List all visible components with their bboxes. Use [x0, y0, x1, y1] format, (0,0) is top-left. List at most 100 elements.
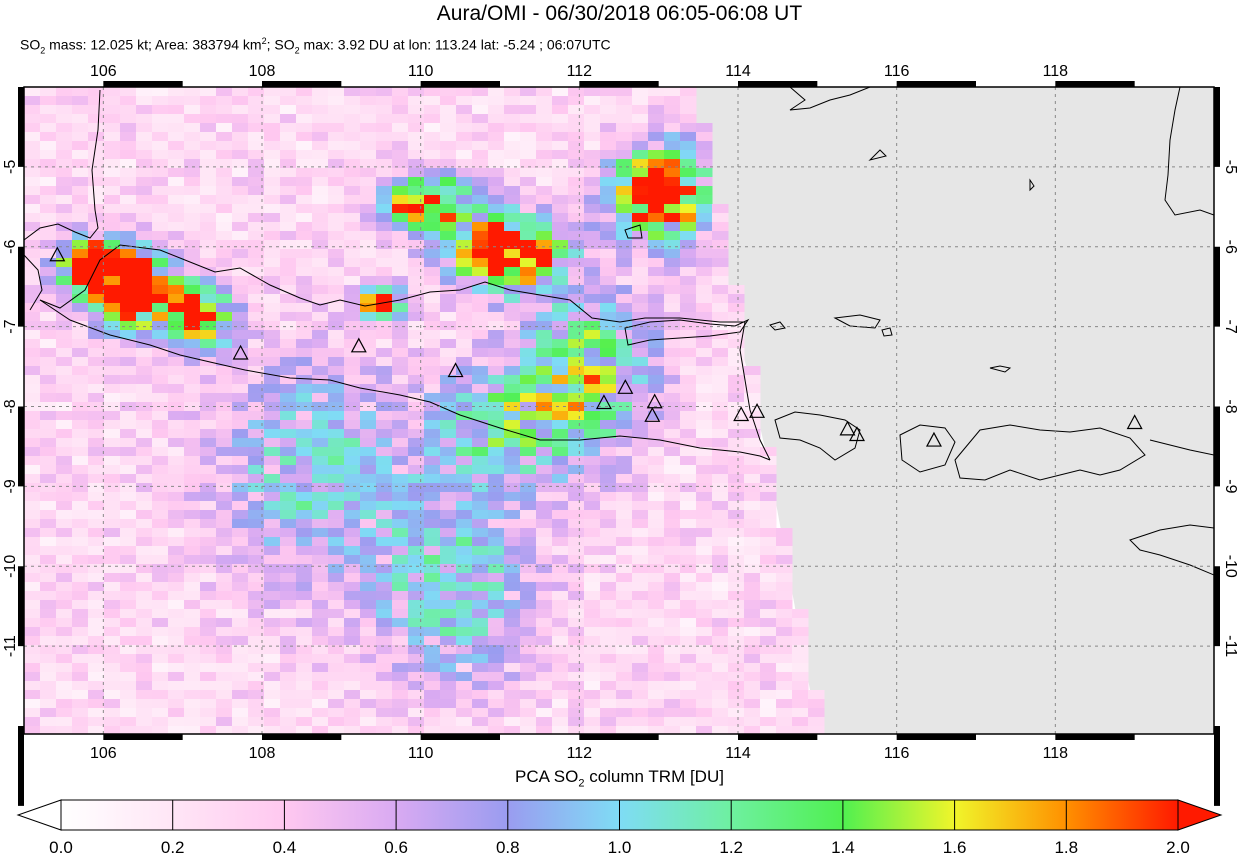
so2-pixel — [392, 573, 409, 583]
so2-pixel — [232, 222, 249, 232]
so2-pixel — [392, 204, 409, 214]
so2-pixel — [328, 582, 345, 592]
so2-pixel — [56, 618, 73, 628]
so2-pixel — [136, 213, 153, 223]
so2-pixel — [616, 312, 633, 322]
so2-pixel — [664, 618, 681, 628]
graticule — [24, 87, 1214, 734]
so2-pixel — [312, 186, 329, 196]
so2-pixel — [664, 195, 681, 205]
so2-pixel — [248, 303, 265, 313]
so2-pixel — [600, 537, 617, 547]
so2-pixel — [504, 717, 521, 727]
so2-pixel — [88, 474, 105, 484]
coastlines — [24, 87, 1214, 576]
lat-scale-bar — [1214, 246, 1220, 327]
so2-pixel — [152, 420, 169, 430]
so2-pixel — [392, 321, 409, 331]
triangle-icon — [925, 431, 942, 447]
so2-pixel — [696, 636, 713, 646]
so2-pixel — [136, 420, 153, 430]
so2-pixel — [456, 663, 473, 673]
so2-pixel — [584, 672, 601, 682]
lon-tick-label-top: 118 — [1043, 63, 1069, 80]
so2-pixel — [616, 132, 633, 142]
so2-pixel — [744, 627, 761, 637]
so2-pixel — [24, 564, 41, 574]
so2-pixel — [232, 456, 249, 466]
so2-pixel — [760, 564, 777, 574]
so2-pixel — [264, 456, 281, 466]
so2-pixel — [536, 213, 553, 223]
so2-pixel — [24, 636, 41, 646]
so2-pixel — [376, 96, 393, 106]
so2-pixel — [200, 258, 217, 268]
so2-pixel — [152, 717, 169, 727]
so2-pixel — [296, 672, 313, 682]
so2-pixel — [168, 501, 185, 511]
so2-pixel — [600, 123, 617, 133]
so2-pixel — [136, 141, 153, 151]
so2-pixel — [72, 717, 89, 727]
so2-pixel — [664, 573, 681, 583]
so2-pixel — [504, 438, 521, 448]
so2-pixel — [24, 447, 41, 457]
so2-pixel — [136, 546, 153, 556]
so2-pixel — [680, 402, 697, 412]
so2-pixel — [584, 105, 601, 115]
so2-pixel — [552, 195, 569, 205]
so2-pixel — [584, 150, 601, 160]
so2-pixel — [216, 222, 233, 232]
so2-pixel — [328, 96, 345, 106]
so2-pixel — [568, 258, 585, 268]
so2-pixel — [648, 186, 665, 196]
so2-pixel — [776, 690, 793, 700]
so2-pixel — [696, 420, 713, 430]
so2-pixel — [520, 330, 537, 340]
so2-pixel — [88, 537, 105, 547]
so2-pixel — [360, 339, 377, 349]
so2-pixel — [520, 303, 537, 313]
so2-pixel — [584, 393, 601, 403]
so2-pixel — [232, 114, 249, 124]
so2-pixel — [552, 726, 569, 734]
so2-pixel — [296, 330, 313, 340]
triangle-icon — [1126, 414, 1143, 430]
so2-pixel — [168, 726, 185, 734]
so2-pixel — [664, 717, 681, 727]
so2-pixel — [456, 672, 473, 682]
so2-pixel — [200, 483, 217, 493]
so2-pixel — [200, 222, 217, 232]
so2-pixel — [712, 645, 729, 655]
so2-pixel — [712, 528, 729, 538]
so2-pixel — [408, 177, 425, 187]
so2-pixel — [168, 150, 185, 160]
so2-pixel — [616, 375, 633, 385]
so2-pixel — [712, 510, 729, 520]
so2-pixel — [552, 591, 569, 601]
so2-pixel — [120, 411, 137, 421]
so2-pixel — [616, 600, 633, 610]
so2-pixel — [136, 654, 153, 664]
so2-pixel — [472, 690, 489, 700]
so2-pixel — [376, 87, 393, 97]
so2-pixel — [360, 105, 377, 115]
so2-pixel — [344, 429, 361, 439]
so2-pixel — [296, 366, 313, 376]
so2-pixel — [728, 438, 745, 448]
so2-pixel — [360, 213, 377, 223]
so2-pixel — [472, 672, 489, 682]
so2-pixel — [328, 132, 345, 142]
so2-pixel — [280, 150, 297, 160]
so2-pixel — [312, 573, 329, 583]
so2-pixel — [696, 501, 713, 511]
so2-pixel — [552, 537, 569, 547]
so2-pixel — [264, 555, 281, 565]
so2-pixel — [440, 168, 457, 178]
so2-pixel — [600, 591, 617, 601]
so2-pixel — [88, 339, 105, 349]
so2-pixel — [744, 420, 761, 430]
so2-pixel — [40, 384, 57, 394]
so2-pixel — [232, 582, 249, 592]
so2-pixel — [552, 213, 569, 223]
